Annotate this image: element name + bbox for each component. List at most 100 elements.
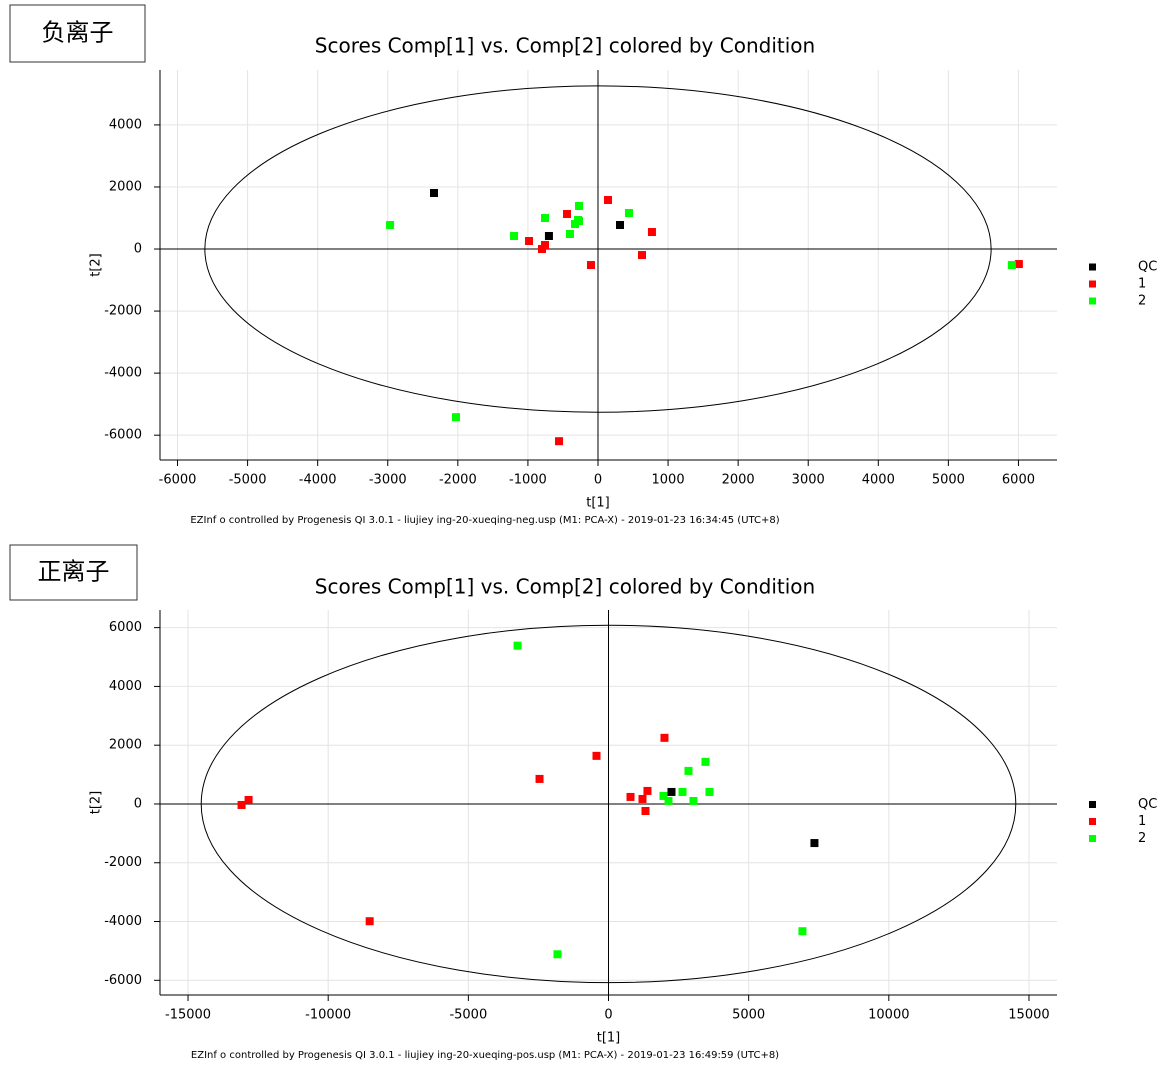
x-tick-label: 5000 xyxy=(932,473,965,488)
point xyxy=(647,228,656,237)
point xyxy=(626,792,635,801)
panel-label: 正离子 xyxy=(38,558,110,586)
point xyxy=(365,917,374,926)
point xyxy=(574,201,583,210)
footnote: EZInf o controlled by Progenesis QI 3.0.… xyxy=(191,1050,779,1061)
point xyxy=(1007,261,1016,270)
point xyxy=(659,791,668,800)
x-tick-label: -1000 xyxy=(509,473,547,488)
point xyxy=(541,213,550,222)
point xyxy=(638,794,647,803)
legend-label: 2 xyxy=(1138,831,1146,846)
legend-marker xyxy=(1089,801,1096,808)
point xyxy=(615,221,624,230)
x-tick-label: 2000 xyxy=(722,473,755,488)
y-tick-label: -6000 xyxy=(104,973,142,988)
label-box xyxy=(9,4,146,63)
point xyxy=(541,241,550,250)
point xyxy=(810,839,819,848)
point xyxy=(525,237,534,246)
y-tick-label: -6000 xyxy=(104,428,142,443)
point xyxy=(535,774,544,783)
x-axis-label: t[1] xyxy=(586,496,610,511)
x-tick-label: 10000 xyxy=(868,1008,909,1023)
point xyxy=(244,795,253,804)
point xyxy=(544,231,553,240)
x-tick-label: 0 xyxy=(594,473,602,488)
panel-label: 负离子 xyxy=(42,19,114,47)
y-tick-label: 4000 xyxy=(109,117,142,132)
x-tick-label: 5000 xyxy=(732,1008,765,1023)
point xyxy=(678,787,687,796)
point xyxy=(452,413,461,422)
point xyxy=(555,437,564,446)
legend-label: QC xyxy=(1138,260,1157,275)
legend-label: QC xyxy=(1138,797,1157,812)
point xyxy=(637,251,646,260)
point xyxy=(604,196,613,204)
y-tick-label: 0 xyxy=(134,796,142,811)
point xyxy=(430,188,439,197)
x-tick-label: -2000 xyxy=(439,473,477,488)
point xyxy=(565,230,574,239)
point xyxy=(1014,260,1023,269)
point xyxy=(386,221,395,230)
x-tick-label: -3000 xyxy=(369,473,407,488)
x-tick-label: -4000 xyxy=(299,473,337,488)
point xyxy=(798,927,807,936)
y-axis-label: t[2] xyxy=(89,253,104,277)
point xyxy=(624,209,633,217)
point xyxy=(510,232,519,241)
footnote: EZInf o controlled by Progenesis QI 3.0.… xyxy=(190,515,779,526)
point xyxy=(667,787,676,796)
y-tick-label: 6000 xyxy=(109,620,142,635)
legend-marker xyxy=(1089,280,1096,288)
x-tick-label: -6000 xyxy=(159,473,197,488)
x-axis-label: t[1] xyxy=(597,1031,621,1046)
point xyxy=(641,806,650,815)
legend-label: 1 xyxy=(1138,277,1146,292)
y-tick-label: -2000 xyxy=(104,855,142,870)
point xyxy=(513,641,522,650)
confidence-ellipse xyxy=(204,85,992,413)
x-tick-label: 4000 xyxy=(862,473,895,488)
legend-marker xyxy=(1089,263,1096,271)
label-box xyxy=(9,544,138,601)
legend-marker xyxy=(1089,297,1096,305)
chart-title: Scores Comp[1] vs. Comp[2] colored by Co… xyxy=(315,575,815,599)
x-tick-label: -5000 xyxy=(449,1008,487,1023)
legend-label: 1 xyxy=(1138,814,1146,829)
point xyxy=(701,757,710,766)
point xyxy=(664,796,673,805)
x-tick-label: 1000 xyxy=(652,473,685,488)
x-tick-label: 6000 xyxy=(1002,473,1035,488)
x-tick-label: -5000 xyxy=(229,473,267,488)
point xyxy=(553,950,562,959)
x-tick-label: 15000 xyxy=(1008,1008,1049,1023)
y-tick-label: 0 xyxy=(134,242,142,257)
chart-title: Scores Comp[1] vs. Comp[2] colored by Co… xyxy=(315,34,815,58)
x-tick-label: -10000 xyxy=(305,1008,351,1023)
point xyxy=(705,787,714,796)
point xyxy=(586,261,595,270)
x-tick-label: 3000 xyxy=(792,473,825,488)
point xyxy=(684,766,693,775)
point xyxy=(574,217,583,226)
point xyxy=(237,800,246,809)
y-tick-label: 4000 xyxy=(109,679,142,694)
point xyxy=(592,751,601,760)
y-tick-label: 2000 xyxy=(109,738,142,753)
y-tick-label: -4000 xyxy=(104,366,142,381)
x-tick-label: -15000 xyxy=(165,1008,211,1023)
y-tick-label: -2000 xyxy=(104,304,142,319)
confidence-ellipse xyxy=(200,624,1017,984)
x-tick-label: 0 xyxy=(604,1008,612,1023)
y-axis-label: t[2] xyxy=(89,791,104,815)
point xyxy=(537,245,546,254)
legend-marker xyxy=(1089,818,1096,825)
y-tick-label: -4000 xyxy=(104,914,142,929)
y-tick-label: 2000 xyxy=(109,179,142,194)
point xyxy=(643,786,652,795)
